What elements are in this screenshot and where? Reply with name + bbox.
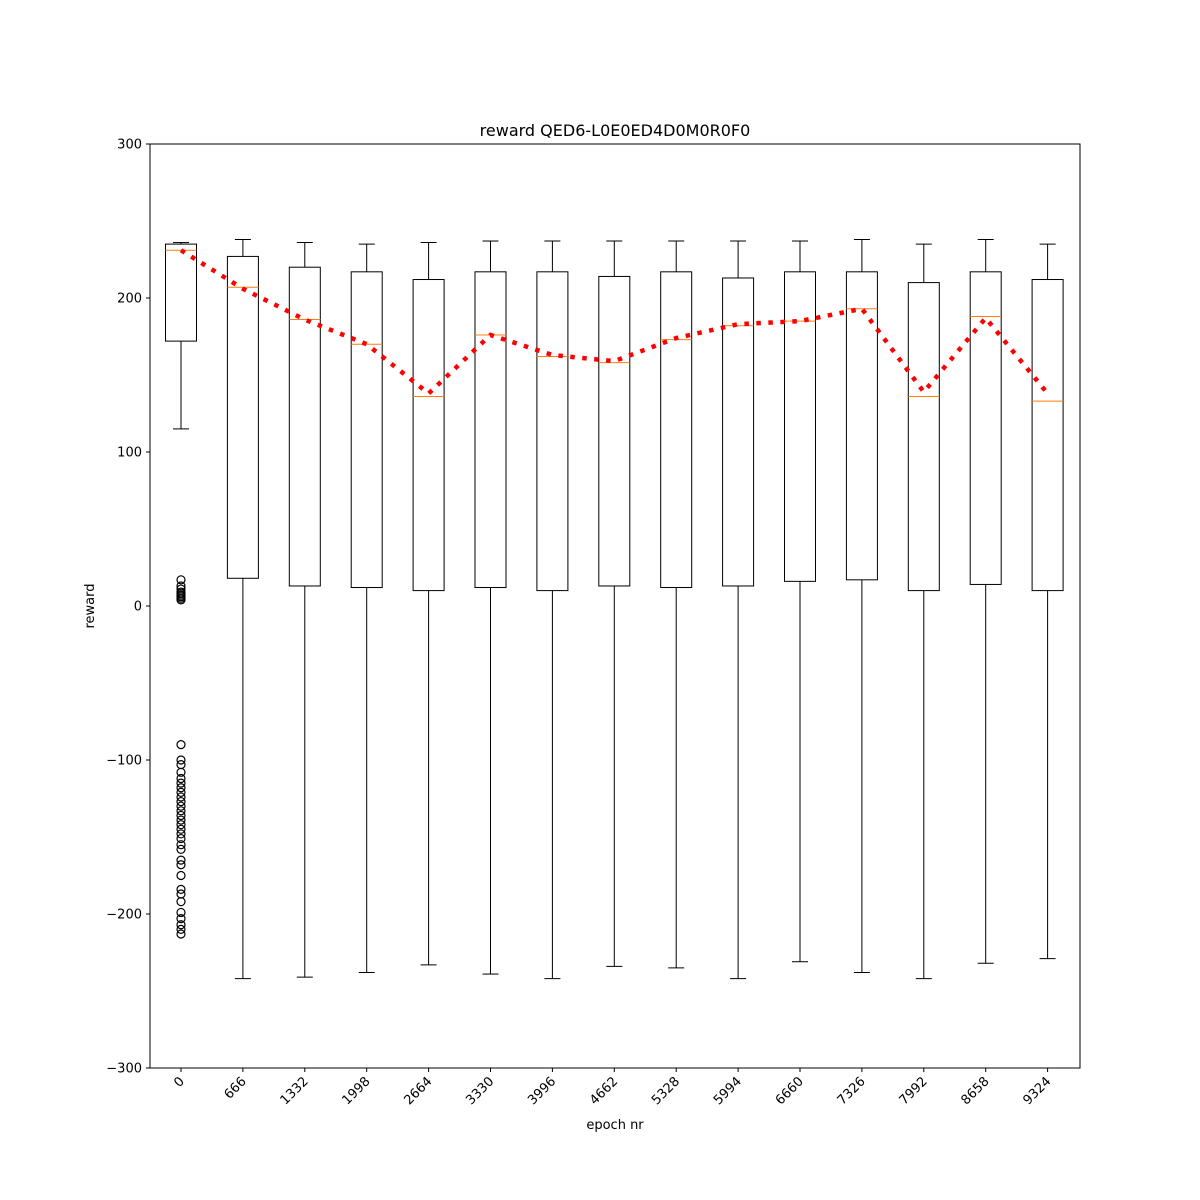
box-group [1031, 243, 1064, 960]
box-group [474, 240, 507, 975]
outlier-point [176, 914, 186, 924]
box [536, 271, 569, 592]
outlier-point [176, 907, 186, 918]
box-group [598, 240, 631, 967]
x-axis-label: epoch nr [586, 1118, 644, 1133]
outlier-point [176, 739, 186, 750]
y-axis-label: reward [83, 583, 98, 628]
outlier-point [176, 778, 186, 788]
box-group [784, 240, 816, 963]
outlier-point [176, 833, 186, 844]
outlier-point [176, 773, 186, 784]
box [288, 266, 321, 587]
y-tick-label: −200 [106, 908, 142, 923]
box [969, 271, 1002, 585]
box [660, 271, 693, 589]
outlier-point [176, 595, 186, 605]
box-group [226, 238, 259, 980]
y-tick-label: 100 [117, 446, 142, 461]
box-group [350, 243, 383, 974]
outlier-point [176, 787, 186, 797]
box-group [722, 240, 755, 980]
outlier-point [176, 815, 186, 825]
y-tick-label: 300 [117, 138, 142, 153]
outlier-point [176, 829, 186, 839]
outlier-point [176, 801, 186, 811]
box [722, 277, 755, 587]
outlier-point [176, 840, 186, 850]
box-group [969, 238, 1002, 964]
box [474, 271, 507, 589]
outlier-point [176, 796, 186, 807]
outlier-point [176, 844, 186, 854]
box [1031, 279, 1064, 592]
chart-title: reward QED6-L0E0ED4D0M0R0F0 [480, 121, 751, 140]
y-tick-label: 0 [134, 600, 142, 615]
box [598, 275, 631, 587]
outlier-point [176, 575, 186, 585]
box [784, 271, 816, 582]
outlier-point [176, 755, 186, 765]
outlier-point [176, 920, 186, 930]
box [350, 271, 383, 589]
box-group [907, 243, 940, 980]
outlier-point [176, 824, 186, 834]
y-tick-label: 200 [117, 292, 142, 307]
outlier-point [176, 929, 186, 939]
box [226, 255, 259, 579]
outlier-point [176, 792, 186, 802]
plot-marks [165, 238, 1064, 980]
outlier-point [176, 855, 186, 865]
box-group [165, 242, 197, 939]
y-tick-label: −300 [106, 1062, 142, 1077]
y-axis: −300 −200 −100 0 100 200 300 [106, 138, 150, 1077]
box [165, 243, 197, 342]
box-group [412, 242, 445, 966]
outlier-point [176, 810, 186, 821]
outlier-point [176, 870, 186, 881]
outlier-point [176, 884, 186, 894]
box-group [845, 238, 878, 974]
outlier-point [176, 806, 186, 816]
outlier-point [176, 924, 186, 935]
box-group [536, 240, 569, 980]
box [845, 271, 878, 581]
outlier-point [176, 860, 186, 870]
box-group [288, 242, 321, 978]
box [412, 279, 445, 592]
box [907, 282, 940, 592]
outlier-point [176, 820, 186, 830]
outlier-point [176, 767, 186, 777]
outlier-point [176, 897, 186, 907]
outlier-point [176, 783, 186, 793]
y-tick-label: −100 [106, 754, 142, 769]
